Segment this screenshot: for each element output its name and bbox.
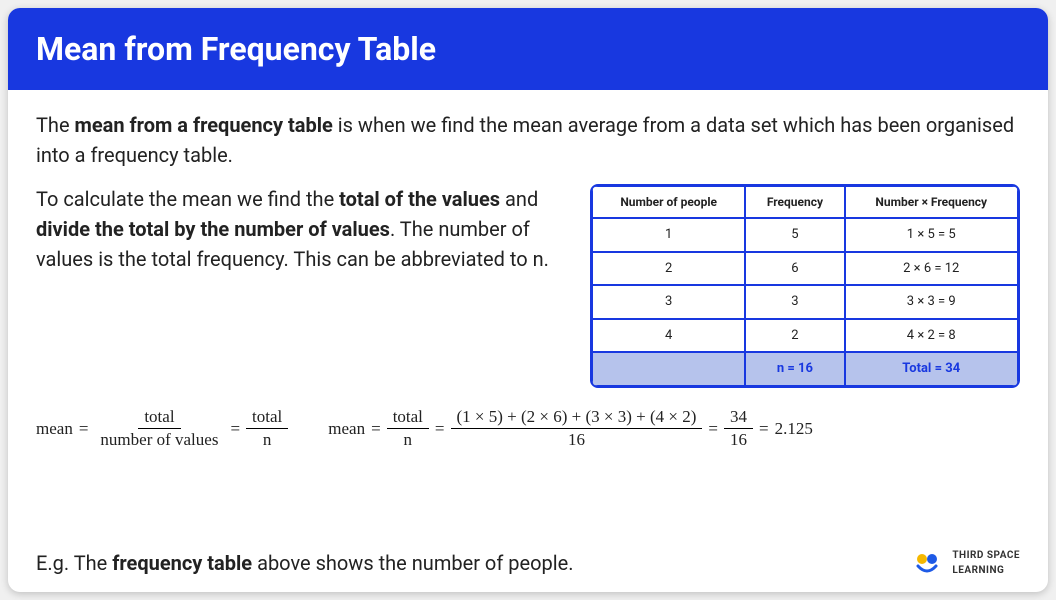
- fraction: (1 × 5) + (2 × 6) + (3 × 3) + (4 × 2) 16: [451, 408, 703, 450]
- equals-sign: =: [230, 416, 240, 442]
- cell: 2: [592, 252, 745, 286]
- denominator: number of values: [94, 429, 224, 450]
- fraction: total n: [246, 408, 288, 450]
- logo-text: THIRD SPACE LEARNING: [952, 548, 1020, 578]
- formula-general: mean = total number of values = total n: [36, 408, 288, 450]
- table-header-row: Number of people Frequency Number × Freq…: [592, 186, 1018, 218]
- cell: [592, 352, 745, 386]
- cell: n = 16: [745, 352, 844, 386]
- fraction: total n: [387, 408, 429, 450]
- lesson-card: Mean from Frequency Table The mean from …: [8, 8, 1048, 592]
- table-total-row: n = 16Total = 34: [592, 352, 1018, 386]
- body-paragraph: To calculate the mean we find the total …: [36, 184, 562, 274]
- f2-lhs: mean: [328, 416, 365, 442]
- logo-line2: LEARNING: [952, 563, 1020, 578]
- table-row: 151 × 5 = 5: [592, 218, 1018, 252]
- table-row: 333 × 3 = 9: [592, 285, 1018, 319]
- brand-logo: THIRD SPACE LEARNING: [914, 548, 1020, 578]
- col-header: Number of people: [592, 186, 745, 218]
- fraction: 34 16: [724, 408, 753, 450]
- cell: 1: [592, 218, 745, 252]
- cell: 5: [745, 218, 844, 252]
- body-text-column: To calculate the mean we find the total …: [36, 184, 562, 388]
- cell: 3: [592, 285, 745, 319]
- numerator: total: [387, 408, 429, 430]
- footer-row: E.g. The frequency table above shows the…: [36, 548, 1020, 578]
- content-body: The mean from a frequency table is when …: [8, 90, 1048, 592]
- body-p1: To calculate the mean we find the: [36, 187, 339, 211]
- cell: 3: [745, 285, 844, 319]
- col-header: Frequency: [745, 186, 844, 218]
- cell: 2 × 6 = 12: [845, 252, 1019, 286]
- table-column: Number of people Frequency Number × Freq…: [590, 184, 1020, 388]
- eg-post: above shows the number of people.: [252, 551, 573, 575]
- logo-line1: THIRD SPACE: [952, 548, 1020, 563]
- numerator: total: [138, 408, 180, 430]
- table-row: 262 × 6 = 12: [592, 252, 1018, 286]
- cell: 6: [745, 252, 844, 286]
- f1-lhs: mean: [36, 416, 73, 442]
- equals-sign: =: [435, 416, 445, 442]
- eg-pre: E.g. The: [36, 551, 112, 575]
- numerator: (1 × 5) + (2 × 6) + (3 × 3) + (4 × 2): [451, 408, 703, 430]
- intro-bold: mean from a frequency table: [75, 113, 333, 137]
- page-title: Mean from Frequency Table: [36, 30, 1020, 68]
- cell: 3 × 3 = 9: [845, 285, 1019, 319]
- body-b2: divide the total by the number of values: [36, 217, 390, 241]
- formula-worked: mean = total n = (1 × 5) + (2 × 6) + (3 …: [328, 408, 813, 450]
- header-bar: Mean from Frequency Table: [8, 8, 1048, 90]
- intro-pre: The: [36, 113, 75, 137]
- equals-sign: =: [708, 416, 718, 442]
- denominator: 16: [724, 429, 753, 450]
- body-row: To calculate the mean we find the total …: [36, 184, 1020, 388]
- frequency-table: Number of people Frequency Number × Freq…: [590, 184, 1020, 388]
- equals-sign: =: [759, 416, 769, 442]
- example-paragraph: E.g. The frequency table above shows the…: [36, 548, 573, 578]
- cell: 2: [745, 319, 844, 353]
- cell: 4 × 2 = 8: [845, 319, 1019, 353]
- cell: 4: [592, 319, 745, 353]
- numerator: total: [246, 408, 288, 430]
- logo-icon: [914, 552, 944, 574]
- intro-paragraph: The mean from a frequency table is when …: [36, 110, 1020, 170]
- formulas-row: mean = total number of values = total n …: [36, 408, 1020, 450]
- denominator: n: [398, 429, 419, 450]
- body-b1: total of the values: [339, 187, 500, 211]
- eg-bold: frequency table: [112, 551, 252, 575]
- equals-sign: =: [79, 416, 89, 442]
- equals-sign: =: [371, 416, 381, 442]
- denominator: 16: [562, 429, 591, 450]
- fraction: total number of values: [94, 408, 224, 450]
- col-header: Number × Frequency: [845, 186, 1019, 218]
- result: 2.125: [775, 416, 813, 442]
- denominator: n: [257, 429, 278, 450]
- table-row: 424 × 2 = 8: [592, 319, 1018, 353]
- cell: 1 × 5 = 5: [845, 218, 1019, 252]
- body-p2: and: [500, 187, 538, 211]
- cell: Total = 34: [845, 352, 1019, 386]
- numerator: 34: [724, 408, 753, 430]
